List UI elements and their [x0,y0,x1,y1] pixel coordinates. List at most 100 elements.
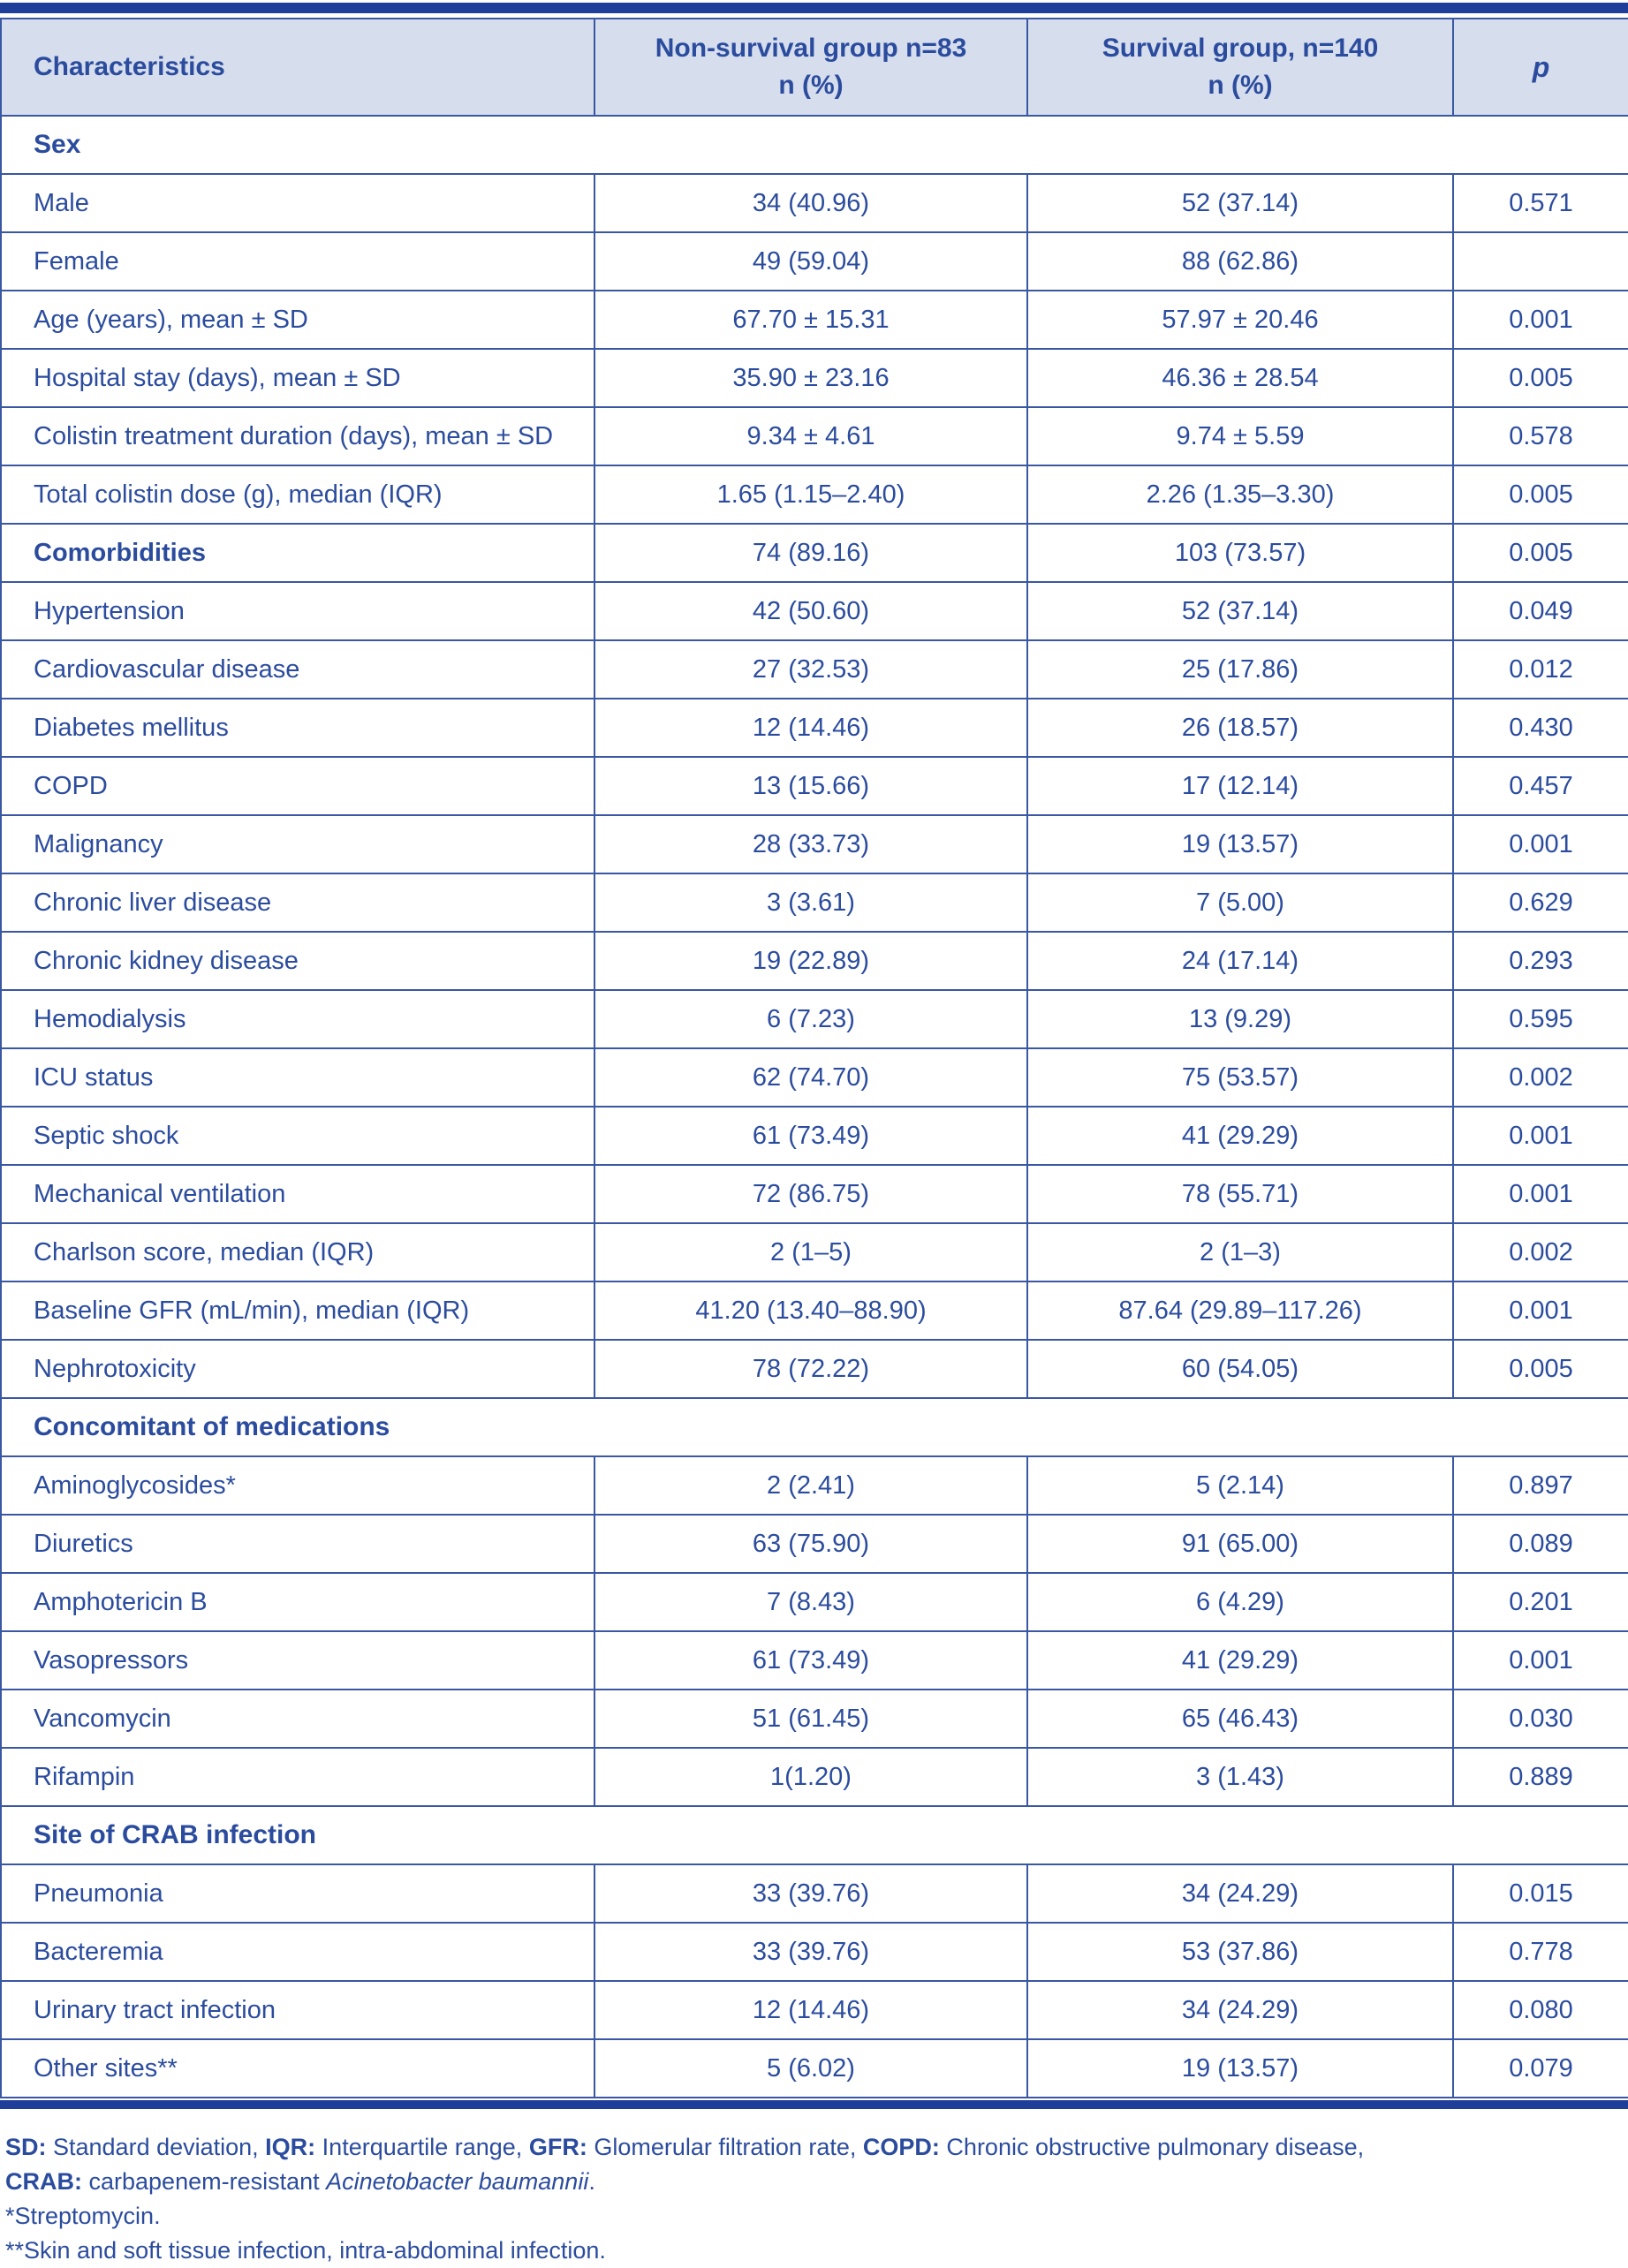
p-value: 0.595 [1452,989,1628,1049]
table-row: Hypertension 42 (50.60) 52 (37.14) 0.049 [0,581,1628,641]
table-row: Hospital stay (days), mean ± SD 35.90 ± 2… [0,348,1628,408]
p-value: 0.293 [1452,931,1628,991]
footnote-text: . [588,2168,595,2195]
row-label: Other sites** [0,2038,595,2098]
row-label: Septic shock [0,1106,595,1166]
nonsurvival-value: 62 (74.70) [594,1047,1028,1108]
nonsurvival-value: 35.90 ± 23.16 [594,348,1028,408]
row-label: Pneumonia [0,1864,595,1924]
nonsurvival-value: 28 (33.73) [594,814,1028,874]
p-value: 0.049 [1452,581,1628,641]
nonsurvival-value: 78 (72.22) [594,1339,1028,1399]
p-value: 0.030 [1452,1689,1628,1749]
section-row: Site of CRAB infection [0,1805,1628,1865]
p-value: 0.778 [1452,1922,1628,1982]
nonsurvival-value: 67.70 ± 15.31 [594,290,1028,350]
p-value: 0.002 [1452,1047,1628,1108]
row-label: Diabetes mellitus [0,698,595,758]
survival-value: 25 (17.86) [1026,639,1454,699]
p-value: 0.012 [1452,639,1628,699]
survival-value: 52 (37.14) [1026,173,1454,233]
nonsurvival-value: 72 (86.75) [594,1164,1028,1224]
table-row: Vancomycin 51 (61.45) 65 (46.43) 0.030 [0,1689,1628,1749]
row-label: Hypertension [0,581,595,641]
table-row: Comorbidities 74 (89.16) 103 (73.57) 0.005 [0,523,1628,583]
footnote-abbrev: GFR: [528,2134,587,2160]
p-value: 0.015 [1452,1864,1628,1924]
table-row: Female 49 (59.04) 88 (62.86) [0,231,1628,291]
table-row: Other sites** 5 (6.02) 19 (13.57) 0.079 [0,2038,1628,2098]
table-row: Urinary tract infection 12 (14.46) 34 (24.… [0,1980,1628,2040]
survival-value: 60 (54.05) [1026,1339,1454,1399]
footnote-line: *Streptomycin. [5,2199,1628,2234]
nonsurvival-value: 7 (8.43) [594,1572,1028,1632]
row-label: Rifampin [0,1747,595,1807]
nonsurvival-value: 1.65 (1.15–2.40) [594,465,1028,525]
survival-value: 26 (18.57) [1026,698,1454,758]
survival-value: 2.26 (1.35–3.30) [1026,465,1454,525]
p-value: 0.001 [1452,1630,1628,1690]
row-label: Age (years), mean ± SD [0,290,595,350]
table-row: Bacteremia 33 (39.76) 53 (37.86) 0.778 [0,1922,1628,1982]
section-row: Concomitant of medications [0,1397,1628,1457]
nonsurvival-value: 9.34 ± 4.61 [594,406,1028,466]
table-row: Charlson score, median (IQR) 2 (1–5) 2 (1–… [0,1222,1628,1282]
row-label: Vancomycin [0,1689,595,1749]
row-label: Aminoglycosides* [0,1455,595,1516]
table-row: Total colistin dose (g), median (IQR) 1.6… [0,465,1628,525]
survival-value: 65 (46.43) [1026,1689,1454,1749]
column-header-nonsurvival: Non-survival group n=83 n (%) [594,18,1028,117]
row-label: ICU status [0,1047,595,1108]
table-row: Nephrotoxicity 78 (72.22) 60 (54.05) 0.005 [0,1339,1628,1399]
nonsurvival-value: 63 (75.90) [594,1514,1028,1574]
survival-value: 6 (4.29) [1026,1572,1454,1632]
row-label: COPD [0,756,595,816]
column-header-p: p [1452,18,1628,117]
survival-value: 87.64 (29.89–117.26) [1026,1281,1454,1341]
table-row: Age (years), mean ± SD 67.70 ± 15.31 57.97… [0,290,1628,350]
section-label: Concomitant of medications [0,1397,1628,1457]
footnote-text: Glomerular filtration rate, [587,2134,863,2160]
nonsurvival-value: 34 (40.96) [594,173,1028,233]
nonsurvival-value: 6 (7.23) [594,989,1028,1049]
p-value: 0.001 [1452,1106,1628,1166]
nonsurvival-value: 61 (73.49) [594,1106,1028,1166]
nonsurvival-value: 33 (39.76) [594,1922,1028,1982]
column-header-survival-line2: n (%) [1208,71,1273,100]
footnote-text: Chronic obstructive pulmonary disease, [939,2134,1365,2160]
table-row: Rifampin 1(1.20) 3 (1.43) 0.889 [0,1747,1628,1807]
p-value: 0.578 [1452,406,1628,466]
table-row: Diabetes mellitus 12 (14.46) 26 (18.57) 0.4… [0,698,1628,758]
survival-value: 34 (24.29) [1026,1864,1454,1924]
nonsurvival-value: 2 (2.41) [594,1455,1028,1516]
survival-value: 7 (5.00) [1026,873,1454,933]
row-label: Cardiovascular disease [0,639,595,699]
table-row: Malignancy 28 (33.73) 19 (13.57) 0.001 [0,814,1628,874]
p-value: 0.001 [1452,1164,1628,1224]
p-value: 0.001 [1452,290,1628,350]
characteristics-table: Characteristics Non-survival group n=83 … [0,18,1628,2098]
table-row: Chronic kidney disease 19 (22.89) 24 (17.1… [0,931,1628,991]
nonsurvival-value: 13 (15.66) [594,756,1028,816]
nonsurvival-value: 41.20 (13.40–88.90) [594,1281,1028,1341]
row-label: Diuretics [0,1514,595,1574]
survival-value: 9.74 ± 5.59 [1026,406,1454,466]
row-label: Bacteremia [0,1922,595,1982]
header-row: Characteristics Non-survival group n=83 … [0,18,1628,117]
p-value: 0.001 [1452,1281,1628,1341]
column-header-nonsurvival-line1: Non-survival group n=83 [655,34,967,63]
row-label: Vasopressors [0,1630,595,1690]
table-row: Septic shock 61 (73.49) 41 (29.29) 0.001 [0,1106,1628,1166]
table-row: Vasopressors 61 (73.49) 41 (29.29) 0.001 [0,1630,1628,1690]
row-label: Amphotericin B [0,1572,595,1632]
survival-value: 91 (65.00) [1026,1514,1454,1574]
footnote-text: **Skin and soft tissue infection, intra-… [5,2237,606,2264]
p-value: 0.005 [1452,523,1628,583]
row-label: Comorbidities [0,523,595,583]
footnote-text: Standard deviation, [46,2134,266,2160]
footnote-text: Interquartile range, [315,2134,529,2160]
footnote-line: CRAB: carbapenem-resistant Acinetobacter… [5,2165,1628,2199]
nonsurvival-value: 19 (22.89) [594,931,1028,991]
p-value: 0.201 [1452,1572,1628,1632]
